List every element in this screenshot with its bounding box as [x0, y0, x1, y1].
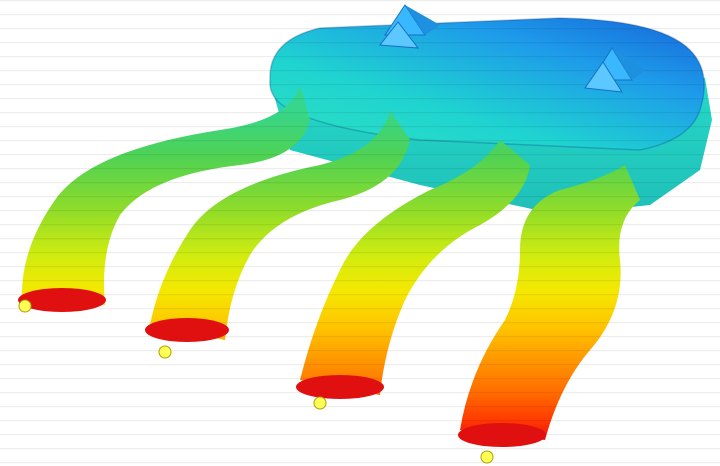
load-markers: [379, 4, 645, 93]
load-arrow-icon[interactable]: [379, 4, 440, 49]
runner-4-outlet: [458, 423, 546, 447]
runner-1-outlet: [18, 288, 106, 312]
load-arrow-icon[interactable]: [584, 47, 645, 93]
runner-3-outlet: [296, 375, 384, 399]
runner-2-outlet: [145, 318, 229, 342]
constraint-point-icon[interactable]: [480, 450, 494, 464]
constraint-point-icon[interactable]: [313, 396, 327, 410]
constraint-point-icon[interactable]: [158, 345, 172, 359]
constraint-points: [18, 299, 494, 464]
constraint-point-icon[interactable]: [18, 299, 32, 313]
runner-outlets: [18, 288, 546, 447]
